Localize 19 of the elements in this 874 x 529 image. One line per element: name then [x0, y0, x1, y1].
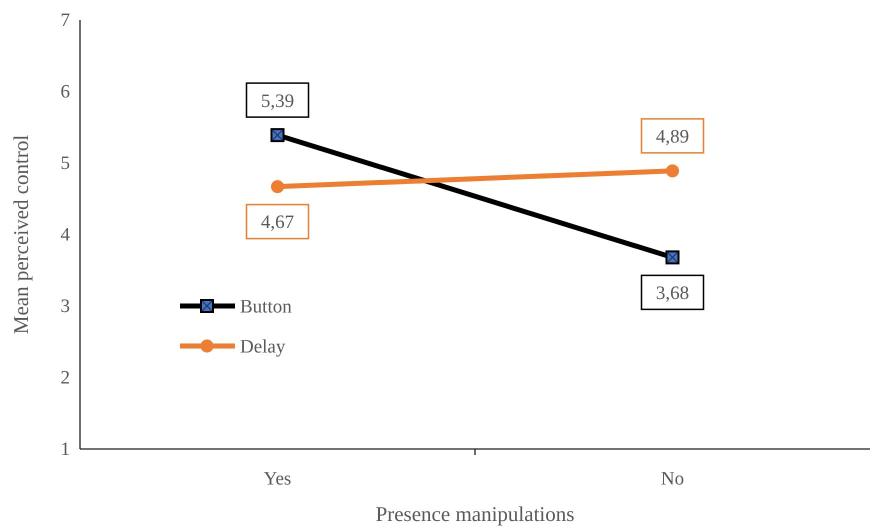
- data-label: 5,39: [260, 90, 294, 112]
- y-tick-label: 1: [60, 439, 70, 460]
- y-axis-title: Mean perceived control: [9, 134, 33, 334]
- data-label: 3,68: [656, 283, 690, 304]
- y-tick-label: 5: [60, 153, 70, 174]
- data-label: 4,67: [260, 212, 294, 234]
- legend-label: Delay: [240, 336, 286, 358]
- data-label: 4,89: [656, 126, 690, 148]
- x-axis-title: Presence manipulations: [376, 502, 574, 526]
- y-tick-label: 7: [60, 10, 70, 32]
- legend-label: Button: [240, 296, 292, 318]
- y-tick-label: 6: [60, 82, 70, 103]
- x-tick-label: Yes: [264, 468, 292, 490]
- y-tick-label: 2: [60, 368, 70, 389]
- point: [271, 180, 284, 194]
- y-tick-label: 4: [60, 224, 70, 246]
- x-tick-label: No: [660, 468, 684, 490]
- y-tick-label: 3: [60, 296, 70, 318]
- point: [666, 164, 679, 178]
